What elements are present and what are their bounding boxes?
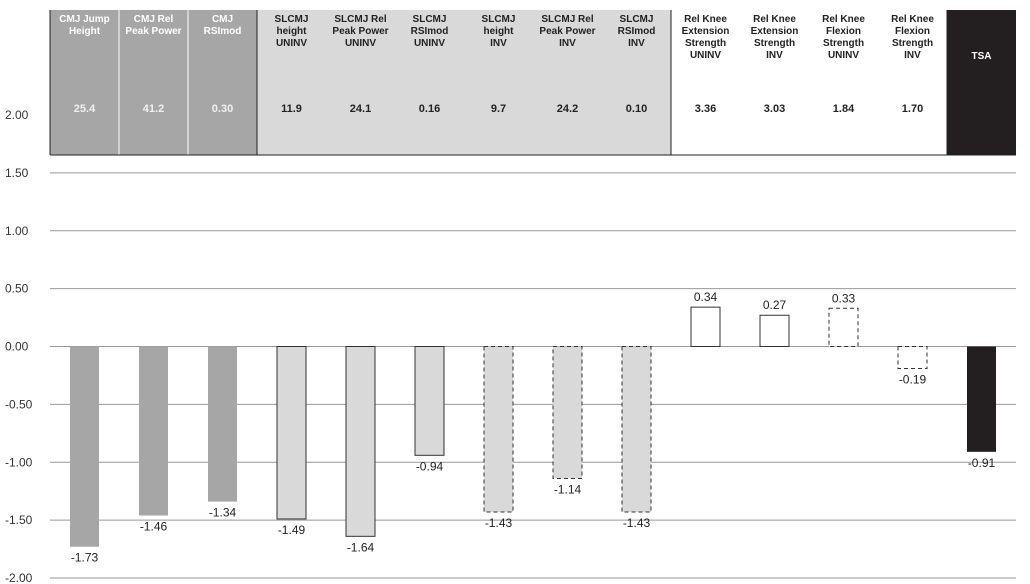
header-label: RSImod (204, 26, 242, 37)
header-label: SLCMJ (413, 14, 447, 25)
data-label: -0.94 (416, 459, 444, 473)
header-label: height (277, 26, 308, 37)
header-label: RSImod (618, 26, 656, 37)
data-label: -0.19 (899, 372, 927, 386)
header-label: Flexion (895, 26, 930, 37)
y-tick-label: 0.00 (5, 340, 29, 354)
table-value: 41.2 (143, 103, 164, 115)
table-value: 24.1 (350, 103, 371, 115)
table-value: 24.2 (557, 103, 578, 115)
bar (691, 307, 720, 346)
data-label: -1.43 (623, 516, 651, 530)
header-label: CMJ Rel (134, 14, 174, 25)
bar (967, 347, 996, 452)
table-value: 3.03 (764, 103, 785, 115)
bar (553, 347, 582, 479)
data-label: 0.33 (832, 291, 856, 305)
header-label: Strength (754, 38, 795, 49)
header-label: Strength (823, 38, 864, 49)
table-value: 0.16 (419, 103, 440, 115)
header-label: CMJ Jump (59, 14, 110, 25)
y-tick-label: -1.50 (5, 513, 33, 527)
header-label: Rel Knee (753, 14, 796, 25)
table-value: 0.30 (212, 103, 233, 115)
data-label: -1.34 (209, 506, 237, 520)
header-cell (947, 10, 1016, 155)
y-tick-label: 1.00 (5, 224, 29, 238)
header-label: INV (766, 50, 783, 61)
bar (139, 347, 168, 516)
table-value: 3.36 (695, 103, 716, 115)
header-label: UNINV (345, 38, 376, 49)
y-tick-label: 0.50 (5, 282, 29, 296)
header-label: RSImod (411, 26, 449, 37)
data-label: -1.46 (140, 519, 168, 533)
bar (208, 347, 237, 502)
y-tick-label: -2.00 (5, 571, 33, 584)
header-label: UNINV (414, 38, 445, 49)
header-label: Extension (751, 26, 799, 37)
bar (760, 315, 789, 346)
header-label: SLCMJ Rel (334, 14, 386, 25)
header-label: height (484, 26, 515, 37)
header-label: Extension (682, 26, 730, 37)
header-label: INV (490, 38, 507, 49)
header-label: Peak Power (332, 26, 388, 37)
bar (415, 347, 444, 456)
table-value: 0.10 (626, 103, 647, 115)
bar (277, 347, 306, 519)
header-label: Strength (685, 38, 726, 49)
data-label: -1.14 (554, 482, 582, 496)
header-label: SLCMJ (275, 14, 309, 25)
bar (346, 347, 375, 537)
header-label: Rel Knee (891, 14, 934, 25)
data-label: -1.49 (278, 523, 306, 537)
header-label: SLCMJ (482, 14, 516, 25)
table-value: 9.7 (491, 103, 506, 115)
header-label: SLCMJ (620, 14, 654, 25)
table-value: 1.70 (902, 103, 923, 115)
header-label: INV (904, 50, 921, 61)
gridlines (50, 173, 1016, 578)
bar (622, 347, 651, 513)
data-label: -1.73 (71, 551, 99, 565)
data-label: -0.91 (968, 456, 996, 470)
header-label: UNINV (828, 50, 859, 61)
header-label: UNINV (276, 38, 307, 49)
header-label: UNINV (690, 50, 721, 61)
data-label: 0.27 (763, 298, 787, 312)
header-label: Flexion (826, 26, 861, 37)
header-label: INV (559, 38, 576, 49)
header-label: Peak Power (539, 26, 595, 37)
header-label: Rel Knee (822, 14, 865, 25)
header-label: CMJ (212, 14, 233, 25)
y-axis: 2.00 1.50 1.00 0.50 0.00 -0.50 -1.00 -1.50 -2.00 (5, 108, 33, 584)
header-label: Rel Knee (684, 14, 727, 25)
header-label: Strength (892, 38, 933, 49)
y-tick-label: -0.50 (5, 397, 33, 411)
header-label: Peak Power (125, 26, 181, 37)
table-value: 1.84 (833, 103, 855, 115)
header-label: INV (628, 38, 645, 49)
y-tick-label: 1.50 (5, 166, 29, 180)
table-value: 11.9 (281, 103, 302, 115)
data-label: 0.34 (694, 290, 718, 304)
table-value: 25.4 (74, 103, 96, 115)
bar (829, 308, 858, 346)
header-label: SLCMJ Rel (541, 14, 593, 25)
data-label: -1.64 (347, 540, 375, 554)
data-label: -1.43 (485, 516, 513, 530)
bar (70, 347, 99, 547)
y-tick-label: -1.00 (5, 455, 33, 469)
header-label: TSA (972, 51, 992, 62)
bar (898, 347, 927, 369)
y-tick-label: 2.00 (5, 108, 29, 122)
header-label: Height (69, 26, 101, 37)
bar (484, 347, 513, 513)
